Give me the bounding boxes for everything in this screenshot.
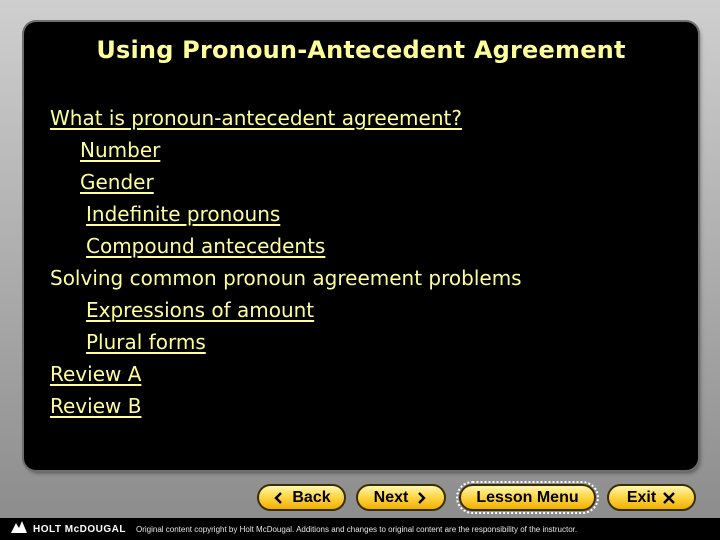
exit-label: Exit bbox=[626, 488, 657, 506]
chevron-right-icon bbox=[414, 491, 428, 505]
lesson-menu-button[interactable]: Lesson Menu bbox=[456, 481, 599, 514]
link-what-is-agreement[interactable]: What is pronoun-antecedent agreement? bbox=[50, 106, 462, 130]
holt-mcdougal-logo-icon bbox=[10, 520, 28, 539]
link-indefinite-pronouns[interactable]: Indefinite pronouns bbox=[86, 202, 281, 226]
x-icon bbox=[662, 491, 676, 505]
brand-logo: HOLT McDOUGAL bbox=[10, 520, 126, 539]
back-button[interactable]: Back bbox=[257, 484, 346, 511]
chevron-left-icon bbox=[272, 491, 286, 505]
next-label: Next bbox=[373, 488, 409, 506]
slide-title: Using Pronoun-Antecedent Agreement bbox=[96, 36, 626, 64]
section-heading-problems: Solving common pronoun agreement problem… bbox=[50, 266, 522, 290]
slide-panel: Using Pronoun-Antecedent Agreement What … bbox=[24, 22, 698, 470]
back-label: Back bbox=[292, 488, 331, 506]
link-review-a[interactable]: Review A bbox=[50, 362, 142, 386]
lesson-menu-label: Lesson Menu bbox=[476, 488, 579, 506]
brand-name: HOLT McDOUGAL bbox=[33, 523, 126, 535]
copyright-text: Original content copyright by Holt McDou… bbox=[135, 524, 578, 534]
link-gender[interactable]: Gender bbox=[80, 170, 154, 194]
link-compound-antecedents[interactable]: Compound antecedents bbox=[86, 234, 326, 258]
link-review-b[interactable]: Review B bbox=[50, 394, 142, 418]
next-button[interactable]: Next bbox=[356, 484, 446, 511]
link-number[interactable]: Number bbox=[80, 138, 161, 162]
link-expressions-of-amount[interactable]: Expressions of amount bbox=[86, 298, 315, 322]
footer-bar: HOLT McDOUGAL Original content copyright… bbox=[0, 518, 720, 540]
link-plural-forms[interactable]: Plural forms bbox=[86, 330, 206, 354]
exit-button[interactable]: Exit bbox=[607, 484, 696, 511]
